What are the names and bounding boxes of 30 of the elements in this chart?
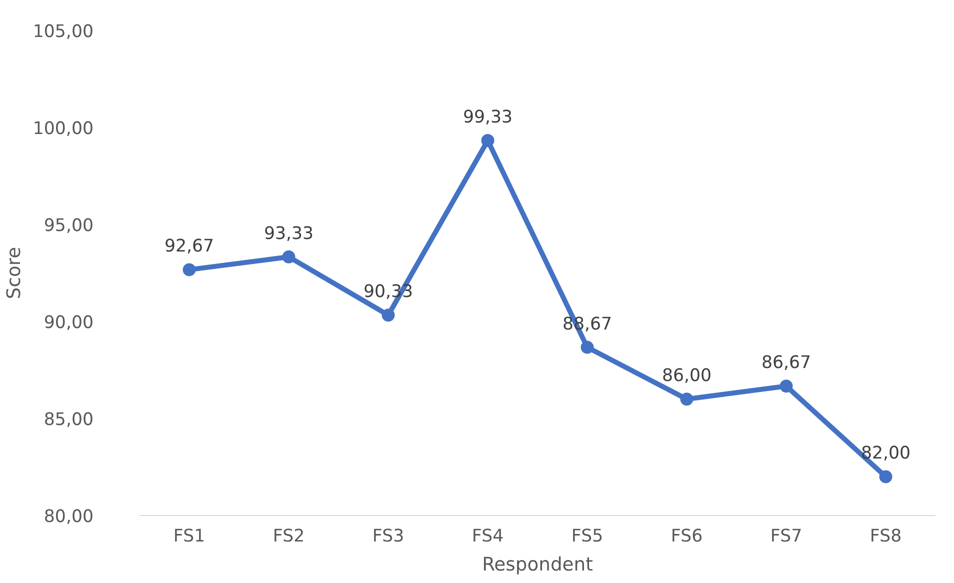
- point: [780, 380, 793, 393]
- data-label: 93,33: [264, 224, 314, 244]
- y-axis-title: Score: [4, 246, 25, 300]
- x-tick-label: FS8: [870, 526, 902, 546]
- data-label: 86,67: [761, 353, 812, 374]
- x-tick-label: FS4: [472, 526, 504, 546]
- point: [481, 134, 494, 147]
- y-tick-label: 95,00: [44, 216, 94, 236]
- point: [580, 340, 594, 354]
- y-tick-label: 105,00: [32, 22, 94, 42]
- x-tick-label: FS6: [670, 526, 703, 546]
- x-tick-label: FS1: [173, 526, 206, 546]
- point: [879, 470, 892, 484]
- point: [282, 250, 296, 264]
- data-label: 86,00: [662, 366, 712, 386]
- x-tick-label: FS7: [770, 526, 802, 546]
- y-tick-label: 100,00: [32, 119, 94, 139]
- y-tick-label: 80,00: [44, 507, 94, 527]
- data-label: 82,00: [860, 444, 911, 464]
- data-label: 92,67: [164, 236, 214, 257]
- y-tick-label: 85,00: [44, 410, 94, 430]
- y-tick-label: 90,00: [44, 313, 94, 333]
- x-tick-label: FS5: [571, 526, 604, 546]
- x-tick-label: FS2: [272, 526, 305, 546]
- x-tick-label: FS3: [372, 526, 404, 546]
- point: [382, 308, 395, 322]
- x-axis-title: Respondent: [482, 554, 593, 576]
- point: [680, 392, 694, 406]
- data-label: 99,33: [462, 108, 513, 128]
- point: [182, 263, 196, 276]
